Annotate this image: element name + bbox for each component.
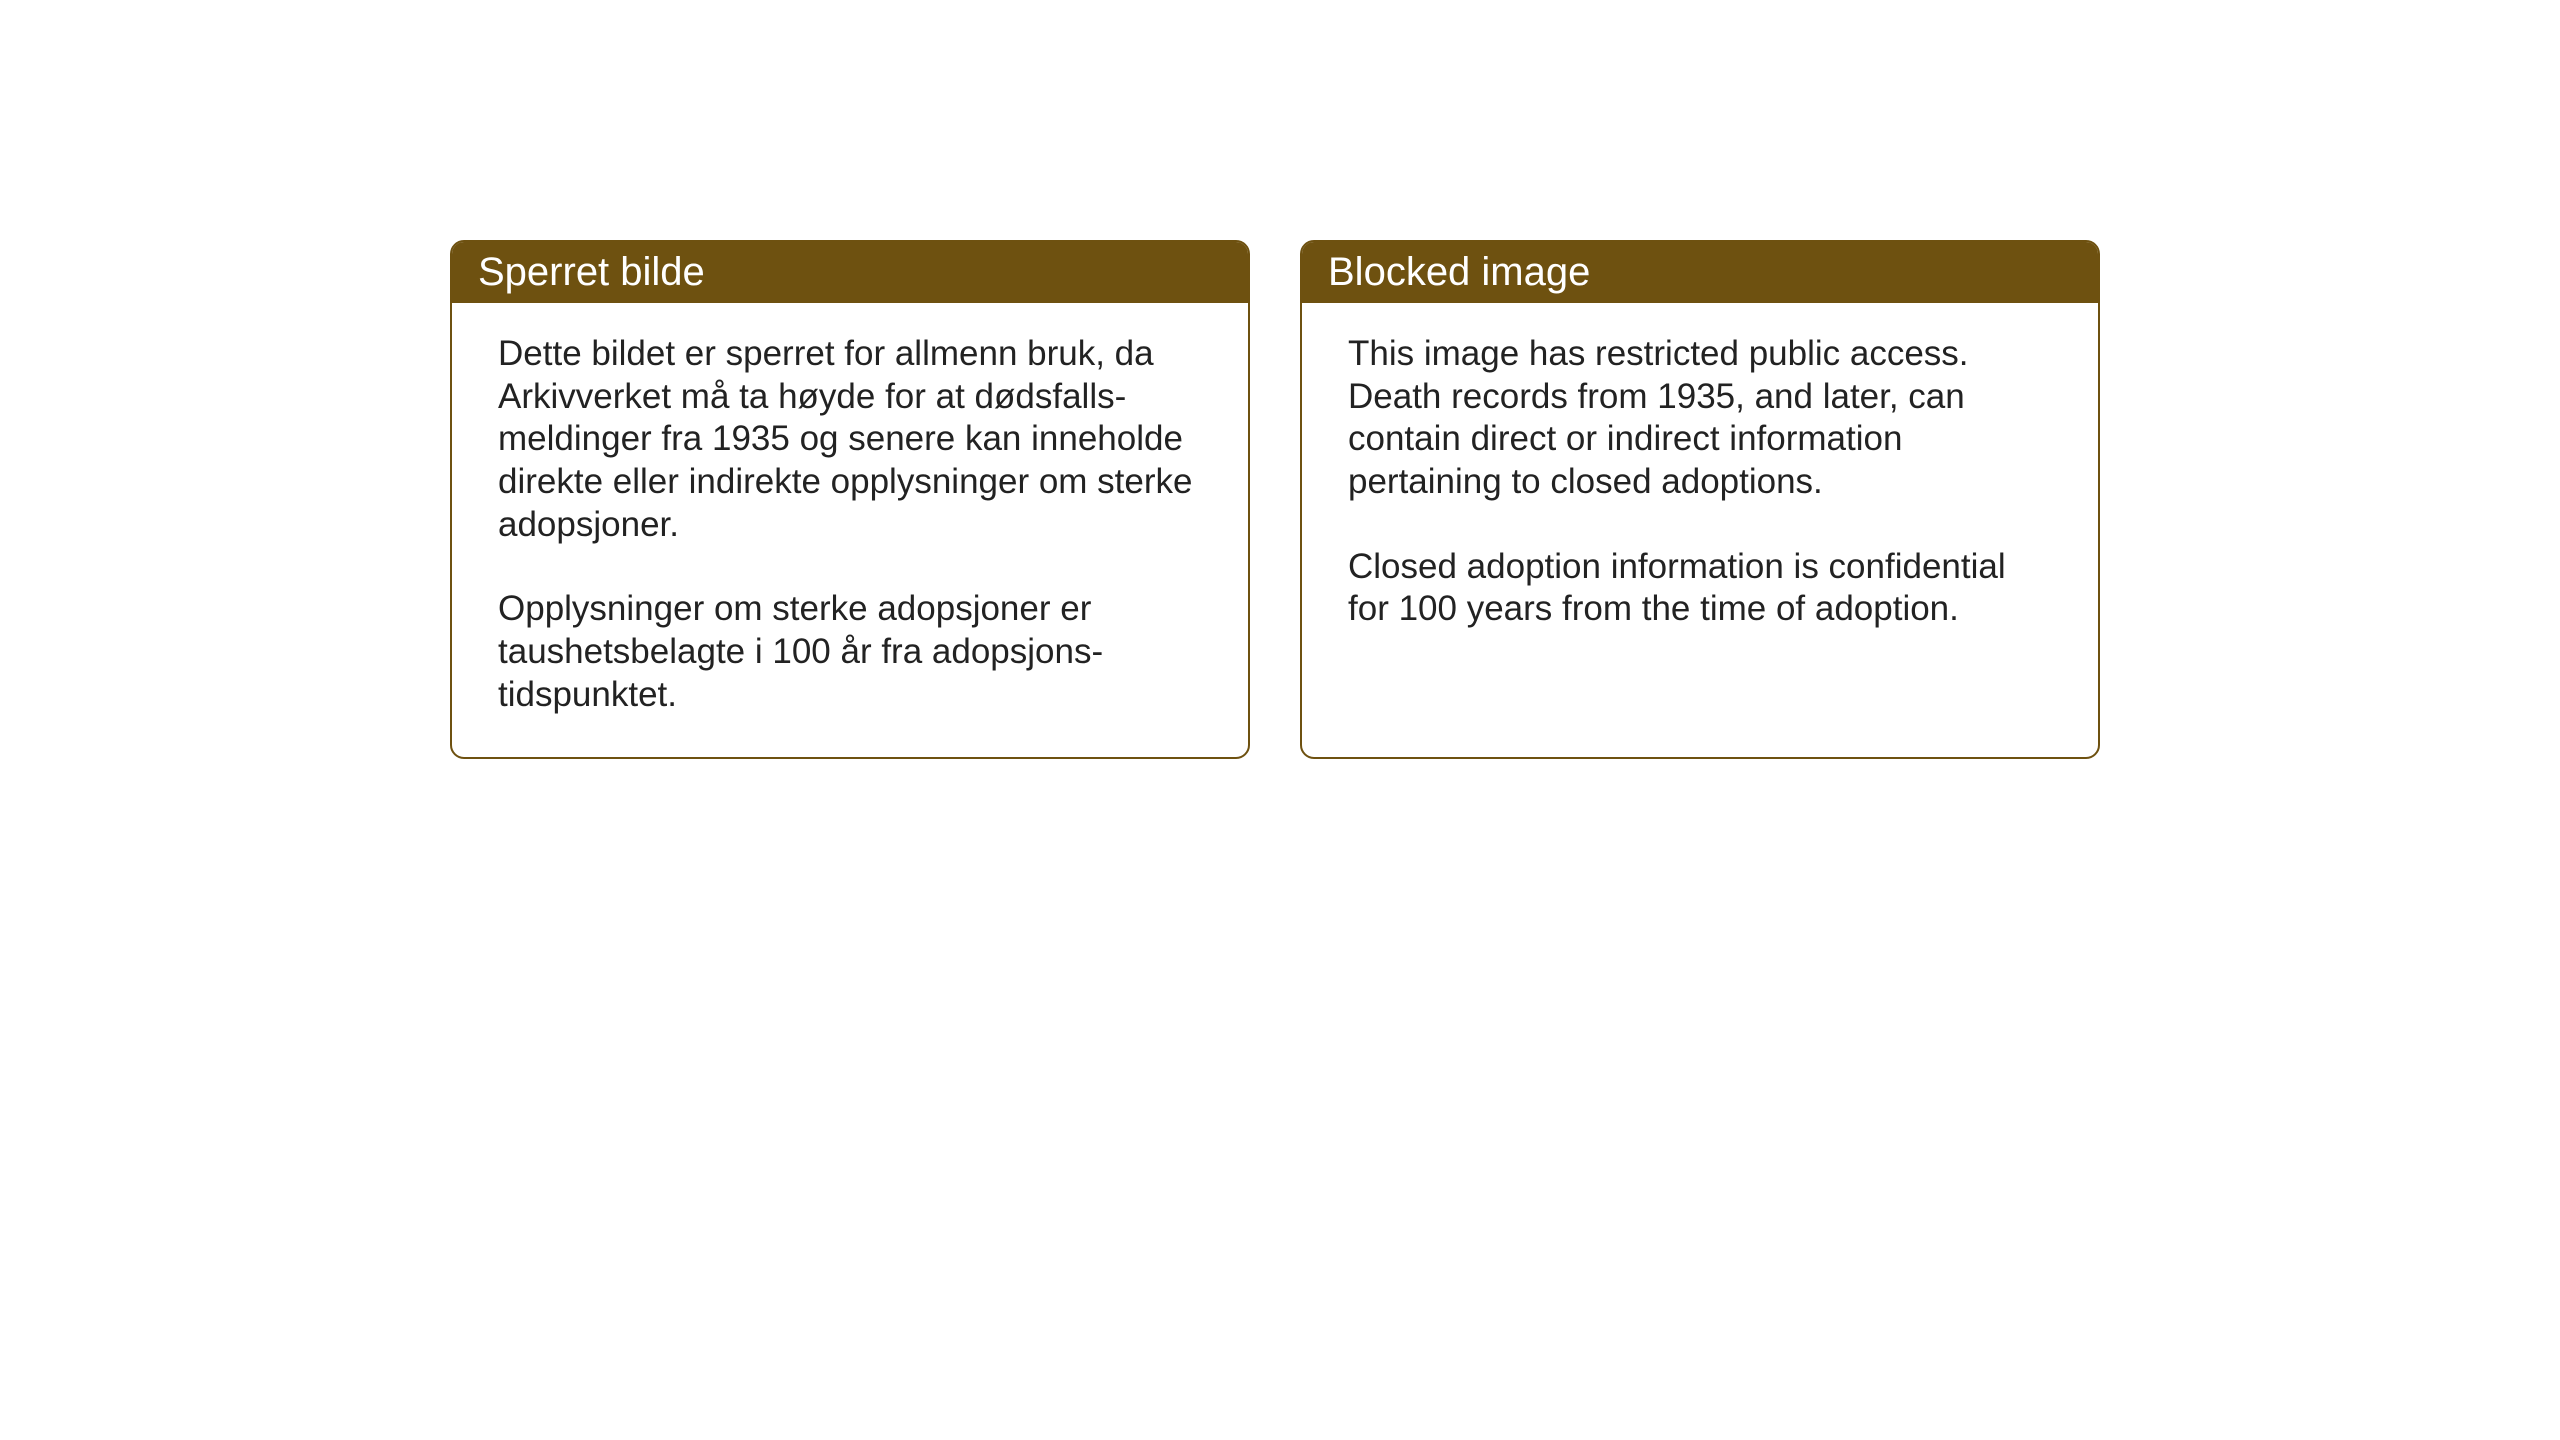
card-paragraph-norwegian-2: Opplysninger om sterke adopsjoner er tau… xyxy=(498,588,1202,716)
card-paragraph-norwegian-1: Dette bildet er sperret for allmenn bruk… xyxy=(498,333,1202,546)
card-paragraph-english-2: Closed adoption information is confident… xyxy=(1348,546,2052,631)
card-paragraph-english-1: This image has restricted public access.… xyxy=(1348,333,2052,504)
card-title-norwegian: Sperret bilde xyxy=(478,250,705,294)
notice-card-english: Blocked image This image has restricted … xyxy=(1300,240,2100,759)
notice-card-norwegian: Sperret bilde Dette bildet er sperret fo… xyxy=(450,240,1250,759)
card-header-english: Blocked image xyxy=(1302,242,2098,303)
card-body-english: This image has restricted public access.… xyxy=(1302,303,2098,743)
card-header-norwegian: Sperret bilde xyxy=(452,242,1248,303)
card-title-english: Blocked image xyxy=(1328,250,1590,294)
notice-container: Sperret bilde Dette bildet er sperret fo… xyxy=(450,240,2100,759)
card-body-norwegian: Dette bildet er sperret for allmenn bruk… xyxy=(452,303,1248,757)
